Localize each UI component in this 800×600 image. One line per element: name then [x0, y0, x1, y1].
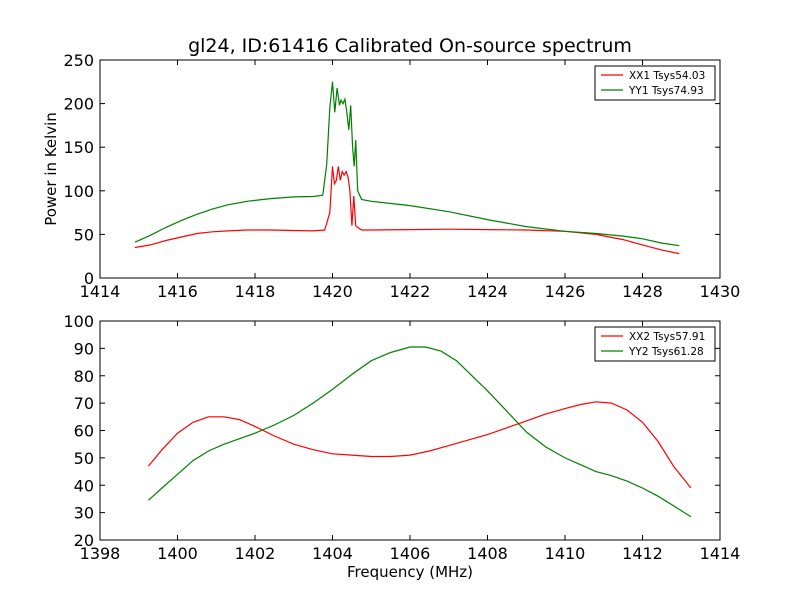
y-tick-label: 250: [63, 51, 94, 70]
y-tick-label: 60: [74, 422, 94, 441]
series-line-xx: [134, 166, 680, 255]
x-tick-label: 1398: [80, 544, 121, 563]
y-tick-label: 90: [74, 339, 94, 358]
series-line-yy: [147, 346, 692, 518]
x-tick-label: 1414: [700, 544, 741, 563]
x-tick-label: 1420: [312, 282, 353, 301]
legend-entry: YY2 Tsys61.28: [628, 346, 704, 358]
legend-entry: YY1 Tsys74.93: [628, 85, 704, 97]
y-tick-label: 40: [74, 476, 94, 495]
y-tick-label: 50: [74, 225, 94, 244]
legend: XX2 Tsys57.91 YY2 Tsys61.28: [594, 326, 716, 362]
legend-box: [594, 326, 716, 362]
x-tick-label: 1402: [235, 544, 276, 563]
legend-entry: XX1 Tsys54.03: [629, 70, 705, 82]
legend-entry: XX2 Tsys57.91: [629, 331, 705, 343]
y-tick-label: 200: [63, 95, 94, 114]
chart-title: gl24, ID:61416 Calibrated On-source spec…: [188, 35, 632, 57]
x-tick-label: 1404: [312, 544, 353, 563]
y-tick-label: 30: [74, 504, 94, 523]
series-line-yy: [134, 81, 680, 247]
y-tick-label: 20: [74, 531, 94, 550]
series-line-xx: [147, 401, 692, 489]
y-tick-label: 80: [74, 367, 94, 386]
y-tick-label: 70: [74, 394, 94, 413]
x-tick-label: 1426: [545, 282, 586, 301]
legend: XX1 Tsys54.03 YY1 Tsys74.93: [594, 65, 716, 101]
y-tick-label: 0: [84, 269, 94, 288]
y-tick-label: 50: [74, 449, 94, 468]
x-tick-label: 1430: [700, 282, 741, 301]
top-panel: gl24, ID:61416 Calibrated On-source spec…: [42, 35, 740, 301]
x-tick-label: 1418: [235, 282, 276, 301]
y-tick-label: 100: [63, 182, 94, 201]
legend-box: [594, 65, 716, 101]
x-tick-label: 1424: [467, 282, 508, 301]
x-tick-label: 1410: [545, 544, 586, 563]
x-tick-label: 1416: [157, 282, 198, 301]
y-axis-label: Power in Kelvin: [42, 112, 60, 226]
x-tick-label: 1414: [80, 282, 121, 301]
x-tick-label: 1408: [467, 544, 508, 563]
x-tick-label: 1412: [622, 544, 663, 563]
x-tick-label: 1422: [390, 282, 431, 301]
y-tick-label: 150: [63, 138, 94, 157]
y-tick-label: 100: [63, 312, 94, 331]
x-tick-label: 1400: [157, 544, 198, 563]
bottom-panel: Frequency (MHz) 1398 1400 1402 1404 1406 1408…: [63, 312, 740, 581]
x-axis-label: Frequency (MHz): [347, 563, 473, 581]
x-tick-label: 1428: [622, 282, 663, 301]
x-tick-label: 1406: [390, 544, 431, 563]
